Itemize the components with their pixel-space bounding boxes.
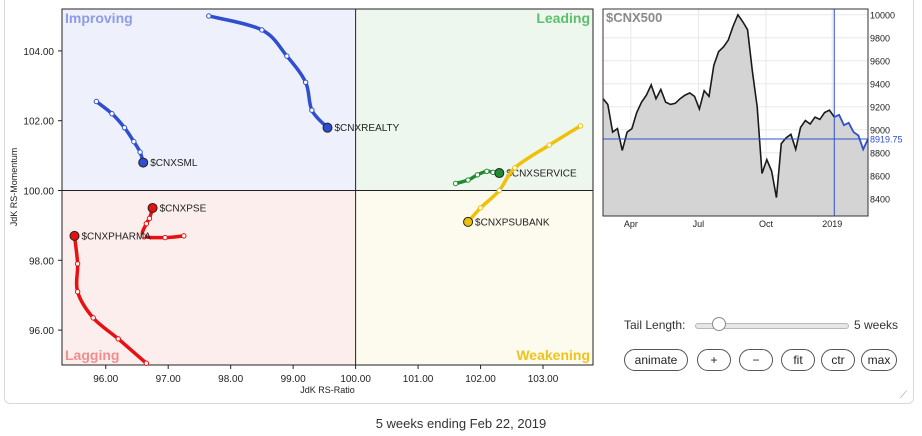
max-button[interactable]: max (861, 349, 897, 371)
tail-point (452, 180, 459, 187)
mini-y-tick-label: 8800 (870, 148, 890, 158)
tail-point (109, 111, 115, 117)
series-label: $CNXSERVICE (506, 169, 577, 180)
quadrant-weakening (355, 190, 593, 365)
x-tick-label: 98.00 (218, 374, 243, 385)
tail-point (90, 315, 96, 321)
mini-x-tick-label: 2019 (822, 219, 842, 229)
tail-point (146, 215, 153, 222)
tail-length-label: Tail Length: (624, 318, 686, 332)
y-axis-label: JdK RS-Momentum (9, 148, 19, 227)
tail-point (484, 168, 490, 174)
fit-button[interactable]: fit (781, 349, 815, 371)
quadrant-label-weakening: Weakening (516, 347, 590, 363)
series-label: $CNXPHARMA (81, 231, 151, 242)
tail-point (137, 149, 143, 155)
mini-price-line (602, 13, 835, 198)
tail-point (74, 289, 81, 295)
series-label: $CNXREALTY (335, 123, 400, 134)
y-tick-label: 100.00 (23, 186, 54, 197)
mini-y-tick-label: 9600 (870, 56, 890, 66)
x-tick-label: 103.00 (528, 374, 559, 385)
tail-point (131, 138, 137, 145)
mini-y-tick-label: 9000 (870, 125, 890, 135)
tail-point (512, 165, 518, 171)
head-marker (147, 202, 158, 213)
tail-point (74, 261, 81, 267)
series-label: $CNXSML (150, 158, 198, 169)
tail-length-value: 5 weeks (854, 318, 899, 332)
mini-x-tick-label: Apr (624, 219, 638, 229)
mini-chart-title: $CNX500 (606, 10, 662, 25)
animate-button[interactable]: animate (624, 349, 688, 371)
plot-border (61, 8, 594, 366)
tail-point (206, 13, 212, 19)
y-tick-label: 104.00 (23, 47, 54, 58)
x-tick-label: 96.00 (93, 374, 118, 385)
tail-length-slider-handle[interactable] (712, 317, 726, 331)
mini-area-fill (603, 14, 868, 216)
resize-handle-icon[interactable]: ⟋ (900, 390, 907, 401)
zoom-out-button[interactable]: − (739, 349, 773, 371)
head-marker (322, 122, 333, 133)
mini-y-tick-label: 8400 (870, 194, 890, 204)
head-marker (138, 157, 149, 168)
tail-point (465, 177, 471, 183)
x-tick-label: 100.00 (340, 374, 371, 385)
tail-point (162, 234, 168, 241)
series-label: $CNXPSUBANK (475, 217, 550, 228)
mini-x-tick-label: Oct (759, 219, 774, 229)
tail-point (259, 27, 265, 33)
quadrant-label-improving: Improving (65, 10, 133, 26)
tail-length-slider-track[interactable] (695, 323, 849, 329)
series-label: $CNXPSE (160, 203, 207, 214)
mini-y-tick-label: 9800 (870, 33, 890, 43)
rrg-chart: Improving Leading Lagging Weakening 96.00 97.… (9, 8, 594, 395)
head-marker (463, 216, 474, 227)
mini-price-line-recent (833, 113, 869, 152)
cnx500-mini-chart: 8400 8600 8800 9000 9200 9400 9600 9800 10000 891… (602, 8, 903, 229)
x-tick-label: 102.00 (465, 374, 496, 385)
tail-point (143, 360, 150, 366)
quadrant-improving (62, 9, 356, 191)
tail-point (93, 98, 100, 105)
quadrant-label-leading: Leading (536, 10, 590, 26)
quadrant-label-lagging: Lagging (65, 347, 119, 363)
tail-point (115, 336, 121, 342)
x-tick-label: 97.00 (156, 374, 181, 385)
quadrant-lagging (62, 190, 356, 365)
head-marker (69, 230, 80, 241)
tail-point (496, 187, 502, 194)
y-tick-label: 102.00 (23, 117, 54, 128)
x-tick-label: 99.00 (281, 374, 306, 385)
tail-point (140, 233, 146, 239)
mini-y-tick-label: 9200 (870, 102, 890, 112)
y-tick-label: 98.00 (29, 256, 54, 267)
date-caption: 5 weeks ending Feb 22, 2019 (375, 416, 547, 431)
mini-current-value: 8919.75 (870, 134, 903, 144)
tail-point (474, 172, 481, 178)
mini-y-tick-label: 10000 (870, 10, 895, 20)
quadrant-leading (355, 9, 593, 191)
tail-point (477, 205, 484, 211)
tail-point (577, 123, 584, 129)
tail-point (309, 107, 315, 113)
tail-point (546, 142, 552, 148)
mini-x-tick-label: Jul (693, 219, 705, 229)
head-marker (494, 168, 505, 179)
tail-point (121, 124, 128, 131)
mini-plot-border (602, 8, 869, 217)
tail-point (143, 220, 150, 227)
zoom-in-button[interactable]: + (697, 349, 731, 371)
y-tick-label: 96.00 (29, 326, 54, 337)
tail-point (302, 79, 309, 85)
mini-y-tick-label: 8600 (870, 171, 890, 181)
x-tick-label: 101.00 (403, 374, 434, 385)
x-axis-label: JdK RS-Ratio (300, 385, 355, 395)
center-button[interactable]: ctr (821, 349, 855, 371)
tail-point (181, 233, 187, 239)
mini-y-tick-label: 9400 (870, 79, 890, 89)
tail-point (284, 53, 290, 59)
